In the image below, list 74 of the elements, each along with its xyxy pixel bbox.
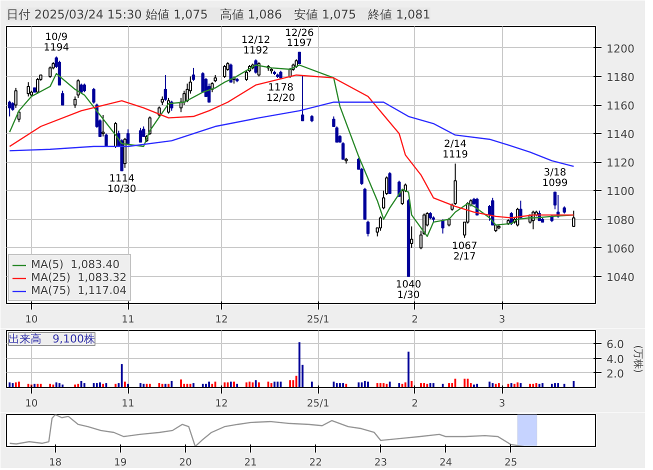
- annotation: 1040 1/30: [396, 279, 422, 301]
- line-series: [8, 102, 574, 168]
- x-tick-label: 3: [498, 314, 506, 326]
- candlestick: [223, 64, 226, 78]
- y-tick-label: 1180: [606, 70, 634, 84]
- y-tick-label: 1060: [606, 242, 634, 256]
- x-tick-label: 10: [25, 314, 38, 326]
- chart-title: 日付 2025/03/24 15:30 始値 1,075 高値 1,086 安値 1,075 終値 1,081: [6, 8, 430, 22]
- candlestick: [388, 172, 392, 194]
- candlestick: [164, 74, 168, 102]
- candlestick: [254, 58, 258, 74]
- annotation: 12/12 1192: [241, 34, 270, 56]
- x-tick-label: 23: [374, 458, 388, 468]
- y-axis-title: (万株): [632, 345, 644, 373]
- candlestick: [8, 100, 12, 117]
- x-tick-label: 12: [215, 398, 228, 410]
- legend-label: MA(5) 1,083.40: [31, 258, 120, 271]
- candlestick: [410, 226, 414, 248]
- annotation: 2/14 1119: [442, 139, 468, 161]
- candlestick: [26, 82, 30, 97]
- annotation: 10/9 1194: [44, 32, 70, 54]
- x-tick-label: 20: [179, 458, 192, 468]
- y-tick-label: 1140: [606, 128, 634, 142]
- x-tick-label: 11: [122, 314, 134, 326]
- y-tick-label: 1160: [606, 100, 634, 113]
- annotation: 1114 10/30: [107, 174, 136, 196]
- candlestick: [138, 127, 142, 143]
- x-tick-label: 3: [498, 398, 506, 410]
- y-tick-label: 1080: [606, 214, 634, 227]
- y-tick-label: 1200: [606, 42, 634, 56]
- candlestick: [61, 90, 64, 106]
- x-tick-label: 10: [25, 398, 38, 410]
- y-tick-label: 4.0: [606, 352, 624, 366]
- candlestick: [73, 96, 77, 108]
- x-tick-label: 21: [244, 458, 257, 468]
- candlestick: [298, 52, 302, 64]
- x-tick-label: 22: [309, 458, 322, 468]
- x-tick-label: 12: [215, 314, 228, 326]
- candlestick: [366, 220, 370, 237]
- candlestick: [104, 133, 108, 147]
- candlestick: [36, 77, 40, 94]
- x-tick-label: 18: [48, 458, 62, 468]
- x-tick-label: 25/1: [306, 314, 330, 326]
- x-tick-label: 19: [114, 458, 127, 468]
- annotation: 1067 2/17: [452, 240, 478, 262]
- legend-label: MA(25) 1,083.32: [31, 271, 127, 284]
- candlestick: [378, 216, 382, 232]
- x-tick-label: 25: [504, 458, 518, 468]
- candlestick: [14, 87, 18, 108]
- y-tick-label: 6.0: [606, 338, 624, 352]
- candlestick: [76, 78, 80, 98]
- line-series: [8, 64, 574, 238]
- candlestick: [572, 210, 576, 227]
- x-tick-label: 2: [412, 314, 418, 326]
- candlestick: [126, 128, 130, 144]
- y-tick-label: 1120: [606, 156, 634, 170]
- candlestick: [92, 87, 96, 104]
- y-tick-label: 1040: [606, 270, 634, 284]
- candlestick: [102, 114, 105, 137]
- annotation: 3/18 1099: [542, 168, 568, 190]
- candlestick: [201, 72, 204, 93]
- annotation: 1178 12/20: [266, 82, 296, 104]
- chart-title: 出来高 9,100株: [8, 332, 95, 346]
- x-tick-label: 24: [439, 458, 452, 468]
- annotation: 12/26 1197: [285, 28, 314, 50]
- x-tick-label: 2: [412, 398, 418, 410]
- legend-label: MA(75) 1,117.04: [31, 284, 127, 297]
- candlestick: [192, 67, 196, 82]
- x-tick-label: 11: [122, 398, 134, 410]
- y-tick-label: 1100: [606, 185, 634, 198]
- candlestick: [48, 66, 52, 78]
- candlestick: [300, 74, 304, 122]
- x-tick-label: 25/1: [306, 398, 330, 410]
- y-tick-label: 2.0: [606, 367, 624, 380]
